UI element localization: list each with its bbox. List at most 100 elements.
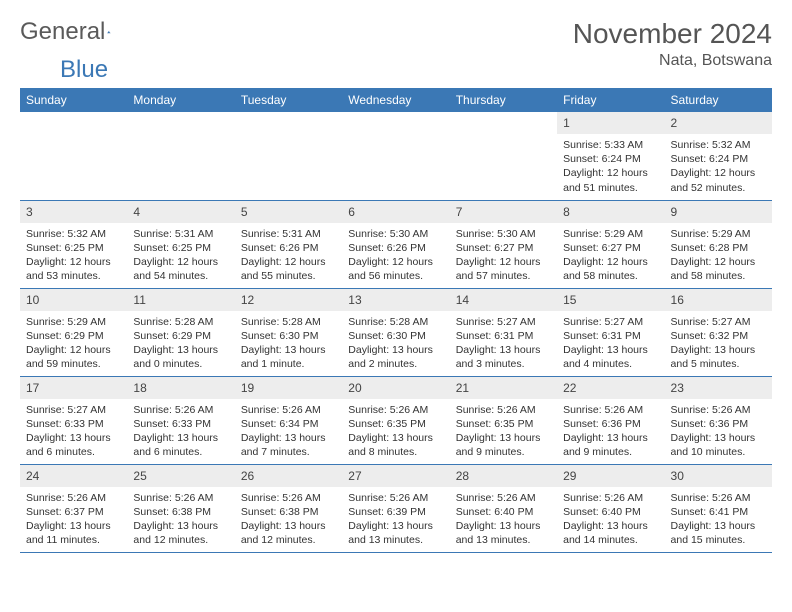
day-info: Sunrise: 5:26 AMSunset: 6:40 PMDaylight:… <box>450 487 557 552</box>
day-info: Sunrise: 5:31 AMSunset: 6:25 PMDaylight:… <box>127 223 234 288</box>
calendar-day-cell: 13Sunrise: 5:28 AMSunset: 6:30 PMDayligh… <box>342 288 449 376</box>
day-info: Sunrise: 5:27 AMSunset: 6:33 PMDaylight:… <box>20 399 127 464</box>
calendar-day-cell: 1Sunrise: 5:33 AMSunset: 6:24 PMDaylight… <box>557 112 664 200</box>
weekday-header: Sunday <box>20 88 127 112</box>
calendar-day-cell: 30Sunrise: 5:26 AMSunset: 6:41 PMDayligh… <box>665 464 772 552</box>
day-number: 10 <box>20 289 127 311</box>
day-info: Sunrise: 5:31 AMSunset: 6:26 PMDaylight:… <box>235 223 342 288</box>
calendar-week-row: 17Sunrise: 5:27 AMSunset: 6:33 PMDayligh… <box>20 376 772 464</box>
day-number: 5 <box>235 201 342 223</box>
day-number: 24 <box>20 465 127 487</box>
weekday-header: Saturday <box>665 88 772 112</box>
day-number: 27 <box>342 465 449 487</box>
day-info: Sunrise: 5:26 AMSunset: 6:39 PMDaylight:… <box>342 487 449 552</box>
calendar-day-cell: 10Sunrise: 5:29 AMSunset: 6:29 PMDayligh… <box>20 288 127 376</box>
calendar-day-cell: 6Sunrise: 5:30 AMSunset: 6:26 PMDaylight… <box>342 200 449 288</box>
day-info: Sunrise: 5:29 AMSunset: 6:27 PMDaylight:… <box>557 223 664 288</box>
calendar-day-cell: 28Sunrise: 5:26 AMSunset: 6:40 PMDayligh… <box>450 464 557 552</box>
day-number: 23 <box>665 377 772 399</box>
brand-text-2-wrap: Blue <box>20 56 772 84</box>
calendar-day-cell: 25Sunrise: 5:26 AMSunset: 6:38 PMDayligh… <box>127 464 234 552</box>
day-number: 30 <box>665 465 772 487</box>
calendar-day-cell: 8Sunrise: 5:29 AMSunset: 6:27 PMDaylight… <box>557 200 664 288</box>
day-info: Sunrise: 5:32 AMSunset: 6:25 PMDaylight:… <box>20 223 127 288</box>
weekday-header: Thursday <box>450 88 557 112</box>
day-number: 20 <box>342 377 449 399</box>
calendar-blank-cell <box>450 112 557 200</box>
day-number: 2 <box>665 112 772 134</box>
day-info: Sunrise: 5:26 AMSunset: 6:35 PMDaylight:… <box>342 399 449 464</box>
day-info: Sunrise: 5:26 AMSunset: 6:40 PMDaylight:… <box>557 487 664 552</box>
day-info: Sunrise: 5:29 AMSunset: 6:28 PMDaylight:… <box>665 223 772 288</box>
month-title: November 2024 <box>573 18 772 50</box>
calendar-day-cell: 24Sunrise: 5:26 AMSunset: 6:37 PMDayligh… <box>20 464 127 552</box>
calendar-day-cell: 2Sunrise: 5:32 AMSunset: 6:24 PMDaylight… <box>665 112 772 200</box>
calendar-day-cell: 20Sunrise: 5:26 AMSunset: 6:35 PMDayligh… <box>342 376 449 464</box>
calendar-day-cell: 29Sunrise: 5:26 AMSunset: 6:40 PMDayligh… <box>557 464 664 552</box>
calendar-day-cell: 16Sunrise: 5:27 AMSunset: 6:32 PMDayligh… <box>665 288 772 376</box>
day-info: Sunrise: 5:26 AMSunset: 6:36 PMDaylight:… <box>665 399 772 464</box>
calendar-day-cell: 23Sunrise: 5:26 AMSunset: 6:36 PMDayligh… <box>665 376 772 464</box>
day-info: Sunrise: 5:26 AMSunset: 6:38 PMDaylight:… <box>235 487 342 552</box>
calendar-day-cell: 4Sunrise: 5:31 AMSunset: 6:25 PMDaylight… <box>127 200 234 288</box>
calendar-day-cell: 17Sunrise: 5:27 AMSunset: 6:33 PMDayligh… <box>20 376 127 464</box>
day-info: Sunrise: 5:30 AMSunset: 6:26 PMDaylight:… <box>342 223 449 288</box>
day-info: Sunrise: 5:30 AMSunset: 6:27 PMDaylight:… <box>450 223 557 288</box>
calendar-day-cell: 14Sunrise: 5:27 AMSunset: 6:31 PMDayligh… <box>450 288 557 376</box>
day-number: 15 <box>557 289 664 311</box>
brand-logo: General <box>20 18 131 46</box>
calendar-day-cell: 18Sunrise: 5:26 AMSunset: 6:33 PMDayligh… <box>127 376 234 464</box>
calendar-week-row: 24Sunrise: 5:26 AMSunset: 6:37 PMDayligh… <box>20 464 772 552</box>
calendar-table: SundayMondayTuesdayWednesdayThursdayFrid… <box>20 88 772 553</box>
day-number: 14 <box>450 289 557 311</box>
day-number: 13 <box>342 289 449 311</box>
day-number: 19 <box>235 377 342 399</box>
day-number: 16 <box>665 289 772 311</box>
calendar-day-cell: 3Sunrise: 5:32 AMSunset: 6:25 PMDaylight… <box>20 200 127 288</box>
calendar-day-cell: 22Sunrise: 5:26 AMSunset: 6:36 PMDayligh… <box>557 376 664 464</box>
day-info: Sunrise: 5:26 AMSunset: 6:37 PMDaylight:… <box>20 487 127 552</box>
calendar-day-cell: 5Sunrise: 5:31 AMSunset: 6:26 PMDaylight… <box>235 200 342 288</box>
day-number: 6 <box>342 201 449 223</box>
brand-text-2: Blue <box>60 56 108 83</box>
calendar-day-cell: 11Sunrise: 5:28 AMSunset: 6:29 PMDayligh… <box>127 288 234 376</box>
calendar-blank-cell <box>127 112 234 200</box>
calendar-week-row: 3Sunrise: 5:32 AMSunset: 6:25 PMDaylight… <box>20 200 772 288</box>
weekday-header: Monday <box>127 88 234 112</box>
calendar-day-cell: 27Sunrise: 5:26 AMSunset: 6:39 PMDayligh… <box>342 464 449 552</box>
day-info: Sunrise: 5:27 AMSunset: 6:32 PMDaylight:… <box>665 311 772 376</box>
day-number: 21 <box>450 377 557 399</box>
calendar-day-cell: 26Sunrise: 5:26 AMSunset: 6:38 PMDayligh… <box>235 464 342 552</box>
day-number: 22 <box>557 377 664 399</box>
calendar-day-cell: 7Sunrise: 5:30 AMSunset: 6:27 PMDaylight… <box>450 200 557 288</box>
sail-icon <box>107 23 111 41</box>
day-info: Sunrise: 5:26 AMSunset: 6:36 PMDaylight:… <box>557 399 664 464</box>
day-number: 25 <box>127 465 234 487</box>
day-number: 11 <box>127 289 234 311</box>
day-info: Sunrise: 5:26 AMSunset: 6:34 PMDaylight:… <box>235 399 342 464</box>
brand-text-1: General <box>20 18 105 46</box>
day-info: Sunrise: 5:26 AMSunset: 6:35 PMDaylight:… <box>450 399 557 464</box>
calendar-blank-cell <box>20 112 127 200</box>
calendar-page: General November 2024 Nata, Botswana Blu… <box>0 0 792 563</box>
day-number: 8 <box>557 201 664 223</box>
calendar-blank-cell <box>235 112 342 200</box>
day-number: 17 <box>20 377 127 399</box>
calendar-week-row: 1Sunrise: 5:33 AMSunset: 6:24 PMDaylight… <box>20 112 772 200</box>
day-number: 7 <box>450 201 557 223</box>
day-info: Sunrise: 5:26 AMSunset: 6:38 PMDaylight:… <box>127 487 234 552</box>
day-number: 4 <box>127 201 234 223</box>
day-number: 12 <box>235 289 342 311</box>
day-number: 28 <box>450 465 557 487</box>
day-info: Sunrise: 5:28 AMSunset: 6:29 PMDaylight:… <box>127 311 234 376</box>
day-number: 9 <box>665 201 772 223</box>
calendar-day-cell: 15Sunrise: 5:27 AMSunset: 6:31 PMDayligh… <box>557 288 664 376</box>
weekday-header-row: SundayMondayTuesdayWednesdayThursdayFrid… <box>20 88 772 112</box>
day-info: Sunrise: 5:28 AMSunset: 6:30 PMDaylight:… <box>342 311 449 376</box>
day-info: Sunrise: 5:27 AMSunset: 6:31 PMDaylight:… <box>450 311 557 376</box>
day-info: Sunrise: 5:26 AMSunset: 6:33 PMDaylight:… <box>127 399 234 464</box>
calendar-day-cell: 19Sunrise: 5:26 AMSunset: 6:34 PMDayligh… <box>235 376 342 464</box>
day-info: Sunrise: 5:28 AMSunset: 6:30 PMDaylight:… <box>235 311 342 376</box>
weekday-header: Wednesday <box>342 88 449 112</box>
day-number: 3 <box>20 201 127 223</box>
